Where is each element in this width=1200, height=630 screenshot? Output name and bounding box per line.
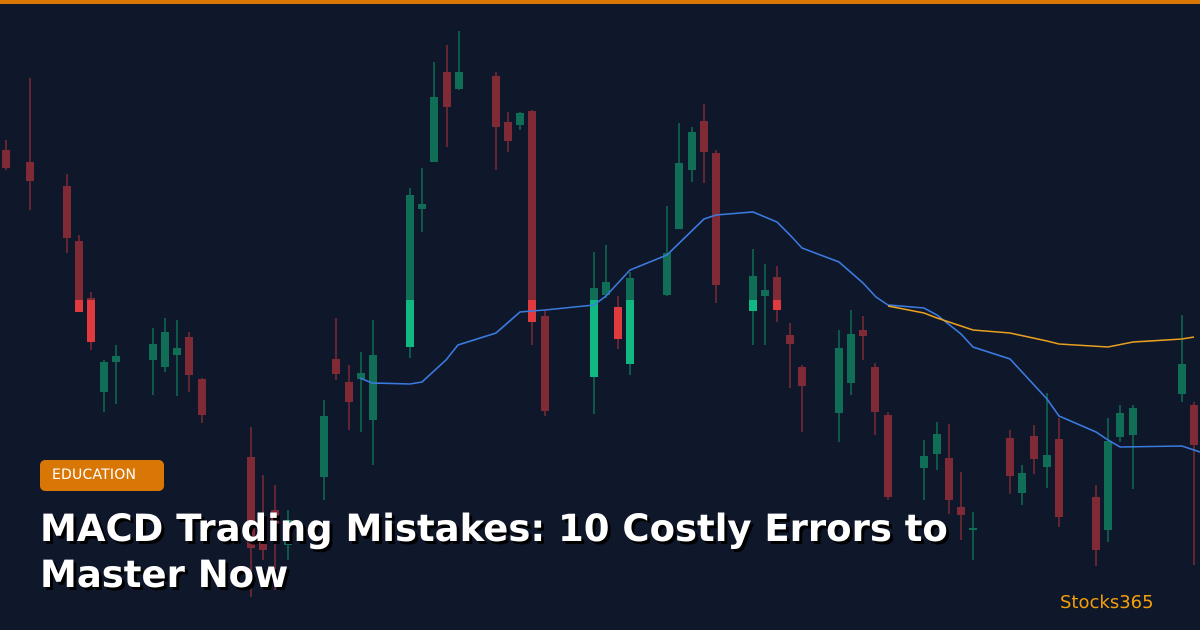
moving-average-line-orange xyxy=(887,305,1195,348)
article-title: MACD Trading Mistakes: 10 Costly Errors … xyxy=(40,507,948,596)
candle-bullish xyxy=(969,528,977,530)
candle-bearish xyxy=(492,76,500,127)
candle-bearish xyxy=(1006,438,1014,476)
candle-bearish xyxy=(2,150,10,168)
candle-bearish xyxy=(185,337,193,375)
candle-highlight xyxy=(590,300,598,377)
candle-bullish xyxy=(1116,413,1124,437)
candle-bullish xyxy=(933,434,941,454)
candle-bearish xyxy=(1092,497,1100,550)
candle-bullish xyxy=(675,163,683,229)
candle-bearish xyxy=(271,510,279,530)
moving-average-line-blue xyxy=(359,211,1200,453)
candle-bullish xyxy=(320,416,328,477)
candle-bullish xyxy=(920,456,928,468)
candle-highlight xyxy=(87,300,95,342)
candle-bearish xyxy=(786,335,794,344)
candle-bullish xyxy=(761,290,769,296)
candle-bullish xyxy=(835,348,843,413)
candle-bearish xyxy=(1030,436,1038,459)
candle-bearish xyxy=(332,359,340,374)
top-accent-bar xyxy=(0,0,1200,4)
candle-bearish xyxy=(712,153,720,285)
candle-bearish xyxy=(345,382,353,402)
candle-bearish xyxy=(859,330,867,336)
candle-bullish xyxy=(1178,364,1186,394)
candle-bullish xyxy=(847,334,855,383)
candle-bullish xyxy=(688,132,696,170)
candle-highlight xyxy=(626,300,634,364)
candle-bearish xyxy=(504,122,512,141)
candle-bearish xyxy=(1190,405,1198,445)
candle-bullish xyxy=(173,348,181,355)
candle-highlight xyxy=(773,300,781,310)
candle-bullish xyxy=(749,276,757,311)
candle-bearish xyxy=(884,415,892,497)
candle-bullish xyxy=(406,195,414,347)
candle-bullish xyxy=(418,204,426,209)
candle-bullish xyxy=(284,520,292,545)
candle-bearish xyxy=(798,367,806,386)
candle-bearish xyxy=(443,72,451,107)
candle-bullish xyxy=(357,373,365,379)
candle-bearish xyxy=(247,457,255,548)
candle-bullish xyxy=(663,253,671,295)
candle-bullish xyxy=(455,72,463,89)
candle-bullish xyxy=(1043,455,1051,467)
candle-bullish xyxy=(1018,473,1026,493)
candle-bearish xyxy=(198,379,206,415)
candle-bearish xyxy=(259,515,267,550)
candle-bullish xyxy=(161,332,169,367)
candle-bearish xyxy=(700,121,708,152)
candle-bearish xyxy=(75,241,83,312)
candle-highlight xyxy=(749,300,757,311)
candle-bullish xyxy=(1104,441,1112,530)
candle-bearish xyxy=(63,186,71,238)
candle-highlight xyxy=(614,307,622,339)
candle-bullish xyxy=(112,356,120,362)
brand-logo-text: Stocks365 xyxy=(1060,592,1154,613)
candle-highlight xyxy=(406,300,414,347)
candle-bearish xyxy=(1055,439,1063,517)
candle-bearish xyxy=(957,507,965,515)
candle-bearish xyxy=(528,111,536,322)
candle-highlight xyxy=(75,300,83,312)
candle-bearish xyxy=(541,316,549,411)
candle-bearish xyxy=(871,367,879,412)
candle-bullish xyxy=(430,97,438,162)
category-badge[interactable]: EDUCATION xyxy=(40,460,164,491)
candle-bullish xyxy=(100,362,108,392)
candle-bearish xyxy=(26,162,34,181)
candle-bearish xyxy=(945,458,953,500)
candle-bearish xyxy=(773,277,781,310)
candle-bullish xyxy=(369,355,377,420)
candle-bullish xyxy=(516,113,524,125)
candle-bullish xyxy=(602,282,610,295)
candle-bullish xyxy=(1129,408,1137,435)
candle-bullish xyxy=(149,344,157,360)
